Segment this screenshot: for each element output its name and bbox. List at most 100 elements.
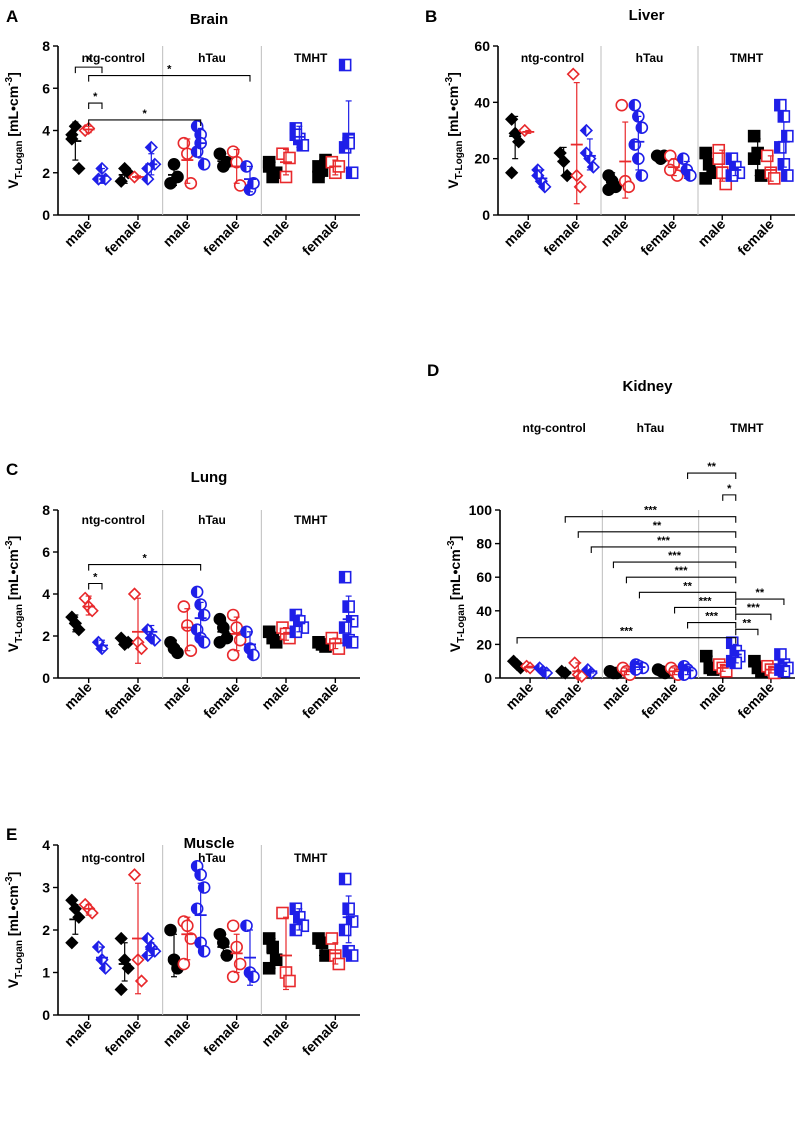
- panel-letter: C: [6, 460, 18, 479]
- y-tick-label: 100: [469, 502, 493, 518]
- y-tick-label: 4: [42, 586, 50, 602]
- data-point-circle-fill: [240, 626, 247, 638]
- y-tick-label: 40: [474, 94, 490, 110]
- data-point-circle: [177, 957, 191, 971]
- x-tick-label: male: [160, 1016, 194, 1050]
- data-point-circle: [226, 648, 240, 662]
- data-point-diamond: [568, 656, 582, 670]
- significance-label: ***: [657, 535, 671, 547]
- y-label-sub: T-Logan: [456, 604, 467, 643]
- y-axis-label: VT-Logan [mL•cm-3]: [444, 72, 465, 189]
- data-point-square-fill: [290, 903, 296, 915]
- data-point-square-fill: [774, 648, 781, 660]
- significance-bracket: [88, 564, 202, 571]
- group-label: hTau: [198, 51, 226, 65]
- data-point-circle-fill: [247, 177, 254, 189]
- data-point-diamond: [505, 166, 519, 180]
- group-label: hTau: [198, 851, 226, 865]
- y-label-sub: T-Logan: [454, 141, 465, 180]
- y-tick-label: 0: [484, 670, 492, 686]
- group-label: TMHT: [730, 51, 764, 65]
- data-point-square-fill: [726, 153, 732, 165]
- y-axis-label: VT-Logan [mL•cm-3]: [446, 536, 467, 653]
- data-point-square-fill: [343, 137, 349, 149]
- x-tick-label: male: [695, 679, 729, 713]
- y-label-main: V: [5, 179, 21, 189]
- x-tick-label: female: [200, 1016, 243, 1059]
- x-tick-label: female: [637, 216, 680, 259]
- significance-bracket: [735, 628, 759, 636]
- y-tick-label: 8: [42, 38, 50, 54]
- panel-title: Brain: [190, 11, 228, 28]
- data-point-square-fill: [339, 873, 346, 885]
- significance-label: *: [143, 553, 148, 565]
- x-tick-label: male: [61, 1016, 95, 1050]
- panel-d: D Kidney VT-Logan [mL•cm-3] 0 20 40 60 80 100 ntg…: [427, 361, 795, 721]
- data-point-diamond-fill: [145, 141, 152, 153]
- data-point-circle-fill: [247, 971, 254, 983]
- data-point-circle-fill: [195, 869, 201, 881]
- y-label-unit: [mL•cm: [5, 549, 21, 604]
- panel-c: C Lung VT-Logan [mL•cm-3] 0 2 4 6 8 ntg-control h…: [4, 460, 360, 721]
- group-label: TMHT: [294, 851, 328, 865]
- y-label-main: V: [5, 978, 21, 988]
- x-tick-label: male: [599, 679, 633, 713]
- data-point-circle-fill: [632, 153, 639, 165]
- data-point-circle: [622, 180, 636, 194]
- data-point-square-fill: [346, 916, 353, 927]
- panel-title: Muscle: [184, 835, 235, 852]
- significance-bracket: [687, 472, 737, 480]
- data-point-square: [312, 160, 325, 173]
- data-point-circle-fill: [195, 599, 201, 610]
- y-tick-label: 2: [42, 628, 50, 644]
- y-axis-label: VT-Logan [mL•cm-3]: [4, 872, 25, 989]
- y-tick-label: 0: [42, 1007, 50, 1023]
- x-tick-label: female: [101, 679, 144, 722]
- x-tick-label: female: [542, 679, 585, 722]
- data-point-circle: [226, 608, 240, 622]
- data-point-diamond: [65, 936, 79, 950]
- significance-bracket: [564, 516, 737, 523]
- panel-letter: D: [427, 361, 439, 380]
- y-label-main: V: [447, 642, 463, 652]
- x-tick-label: female: [734, 216, 777, 259]
- group-label: ntg-control: [523, 421, 586, 435]
- y-tick-label: 4: [42, 837, 50, 853]
- data-point-square: [712, 152, 726, 165]
- data-point-circle-fill: [198, 882, 205, 893]
- data-point-circle-fill: [191, 860, 198, 872]
- y-label-main: V: [5, 642, 21, 652]
- y-tick-label: 40: [476, 603, 492, 619]
- data-point-circle-fill: [198, 945, 205, 957]
- significance-bracket: [88, 75, 251, 82]
- panel-b: B Liver VT-Logan [mL•cm-3] 0 20 40 60 ntg-contr…: [425, 7, 795, 258]
- y-tick-label: 80: [476, 536, 492, 552]
- data-point-square: [283, 151, 296, 165]
- data-point-square-fill: [726, 637, 733, 649]
- data-point-square-fill: [339, 571, 346, 583]
- x-tick-label: female: [299, 1016, 342, 1059]
- x-tick-label: female: [638, 679, 681, 722]
- significance-label: ***: [705, 611, 719, 623]
- data-point-circle-fill: [247, 649, 254, 661]
- y-label-unit: [mL•cm: [5, 885, 21, 940]
- data-point-diamond-fill: [142, 933, 148, 944]
- group-label: ntg-control: [82, 513, 145, 527]
- data-point-square-fill: [343, 903, 349, 915]
- y-tick-label: 4: [42, 123, 50, 139]
- data-point-circle: [164, 923, 177, 937]
- y-label-main: V: [445, 179, 461, 189]
- data-point-circle-fill: [677, 153, 684, 165]
- significance-bracket: [590, 546, 737, 553]
- data-point-circle: [233, 957, 247, 971]
- significance-bracket: [612, 561, 737, 569]
- significance-bracket: [638, 591, 737, 599]
- significance-bracket: [735, 613, 772, 621]
- data-point-circle-fill: [191, 624, 198, 636]
- x-tick-label: male: [258, 679, 292, 713]
- y-label-close: ]: [5, 72, 21, 77]
- significance-label: ***: [620, 626, 634, 638]
- x-tick-label: male: [500, 216, 534, 250]
- data-point-square-fill: [346, 950, 353, 961]
